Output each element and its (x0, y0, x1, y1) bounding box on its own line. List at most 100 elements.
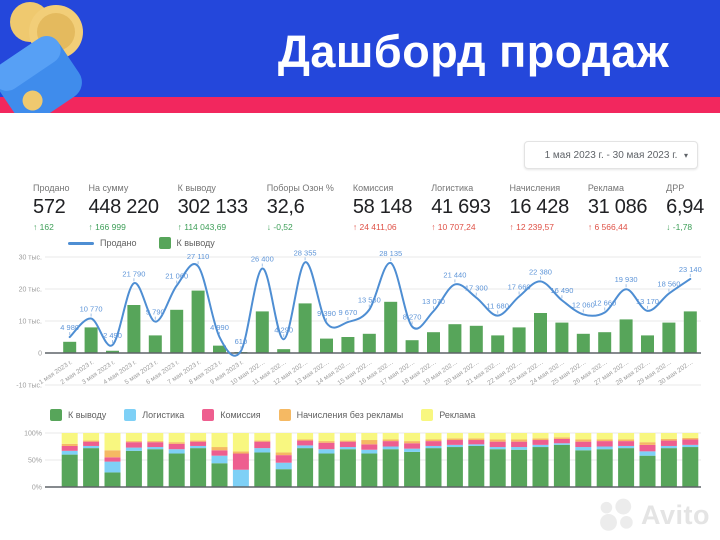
stacked-chart[interactable]: 100% 50% 0% (15, 427, 705, 497)
bar-segment[interactable] (168, 449, 185, 454)
stacked-bar[interactable] (104, 433, 121, 487)
bar-segment[interactable] (297, 448, 314, 487)
bar-segment[interactable] (596, 449, 613, 487)
bar-segment[interactable] (168, 453, 185, 487)
bar[interactable] (683, 311, 697, 353)
bar-segment[interactable] (511, 441, 528, 448)
bar-segment[interactable] (61, 443, 78, 446)
stacked-bar[interactable] (339, 433, 356, 487)
bar-segment[interactable] (446, 433, 463, 439)
stacked-bar[interactable] (382, 433, 399, 487)
bar-segment[interactable] (553, 438, 570, 444)
stacked-bar[interactable] (275, 433, 292, 487)
bar[interactable] (298, 303, 312, 353)
bar-segment[interactable] (489, 441, 506, 448)
bar-segment[interactable] (553, 437, 570, 439)
bar-segment[interactable] (254, 433, 271, 441)
bar-segment[interactable] (232, 451, 249, 454)
bar-segment[interactable] (83, 433, 100, 441)
bar[interactable] (84, 327, 98, 353)
bar-segment[interactable] (532, 433, 549, 439)
bar[interactable] (63, 341, 77, 353)
bar-segment[interactable] (275, 462, 292, 470)
bar-segment[interactable] (232, 469, 249, 487)
bar-segment[interactable] (339, 447, 356, 450)
bar-segment[interactable] (190, 445, 207, 449)
bar[interactable] (384, 301, 398, 353)
bar-segment[interactable] (446, 447, 463, 487)
stacked-bar[interactable] (318, 433, 335, 487)
bar-segment[interactable] (404, 448, 421, 452)
bar-segment[interactable] (361, 449, 378, 454)
bar-segment[interactable] (404, 443, 421, 449)
stacked-bar[interactable] (553, 433, 570, 487)
bar-segment[interactable] (425, 445, 442, 449)
bar-segment[interactable] (147, 447, 164, 450)
bar-segment[interactable] (275, 455, 292, 463)
bar-segment[interactable] (382, 449, 399, 487)
bar-segment[interactable] (211, 433, 228, 448)
bar-segment[interactable] (361, 444, 378, 450)
bar-segment[interactable] (339, 441, 356, 448)
bar-segment[interactable] (553, 433, 570, 438)
bar-segment[interactable] (639, 433, 656, 443)
bar[interactable] (213, 345, 226, 353)
bar-segment[interactable] (618, 439, 635, 442)
bar[interactable] (341, 337, 355, 353)
bar-segment[interactable] (254, 440, 271, 442)
bar[interactable] (662, 322, 676, 353)
bar[interactable] (491, 335, 505, 353)
bar[interactable] (448, 324, 462, 353)
stacked-bar[interactable] (639, 433, 656, 487)
stacked-bar[interactable] (532, 433, 549, 487)
bar-segment[interactable] (190, 433, 207, 441)
stacked-bar[interactable] (361, 433, 378, 487)
stacked-bar[interactable] (575, 433, 592, 487)
bar-segment[interactable] (83, 448, 100, 487)
bar-segment[interactable] (618, 448, 635, 487)
bar-segment[interactable] (339, 449, 356, 487)
stacked-bar[interactable] (404, 433, 421, 487)
bar-segment[interactable] (382, 446, 399, 450)
stacked-bar[interactable] (446, 433, 463, 487)
bar-segment[interactable] (618, 441, 635, 446)
bar-segment[interactable] (147, 449, 164, 487)
bar-segment[interactable] (639, 451, 656, 456)
bar-segment[interactable] (147, 442, 164, 448)
bar-segment[interactable] (618, 433, 635, 440)
bar-segment[interactable] (61, 433, 78, 444)
bar-segment[interactable] (425, 433, 442, 440)
bar-segment[interactable] (147, 433, 164, 442)
bar-segment[interactable] (511, 449, 528, 487)
bar-segment[interactable] (318, 453, 335, 487)
bar-segment[interactable] (511, 439, 528, 442)
bar-segment[interactable] (104, 472, 121, 487)
bar-segment[interactable] (553, 444, 570, 487)
bar[interactable] (598, 332, 612, 353)
bar-segment[interactable] (682, 447, 699, 487)
bar-segment[interactable] (575, 439, 592, 442)
bar-segment[interactable] (575, 447, 592, 451)
bar-segment[interactable] (489, 449, 506, 487)
bar-segment[interactable] (339, 433, 356, 441)
bar-segment[interactable] (275, 469, 292, 487)
bar-segment[interactable] (660, 445, 677, 449)
bar[interactable] (555, 322, 569, 353)
bar-segment[interactable] (168, 442, 185, 444)
bar[interactable] (255, 311, 269, 353)
stacked-bar[interactable] (125, 433, 142, 487)
bar-segment[interactable] (596, 439, 613, 442)
bar-segment[interactable] (254, 448, 271, 453)
bar-segment[interactable] (532, 440, 549, 445)
bar-segment[interactable] (297, 445, 314, 449)
legend-item[interactable]: Комиссия (202, 409, 261, 421)
bar-segment[interactable] (382, 441, 399, 447)
bar-segment[interactable] (404, 433, 421, 442)
bar[interactable] (170, 309, 184, 353)
bar-segment[interactable] (553, 443, 570, 445)
stacked-bar[interactable] (190, 433, 207, 487)
bar-segment[interactable] (318, 441, 335, 443)
bar-segment[interactable] (211, 463, 228, 487)
bar-segment[interactable] (211, 447, 228, 451)
